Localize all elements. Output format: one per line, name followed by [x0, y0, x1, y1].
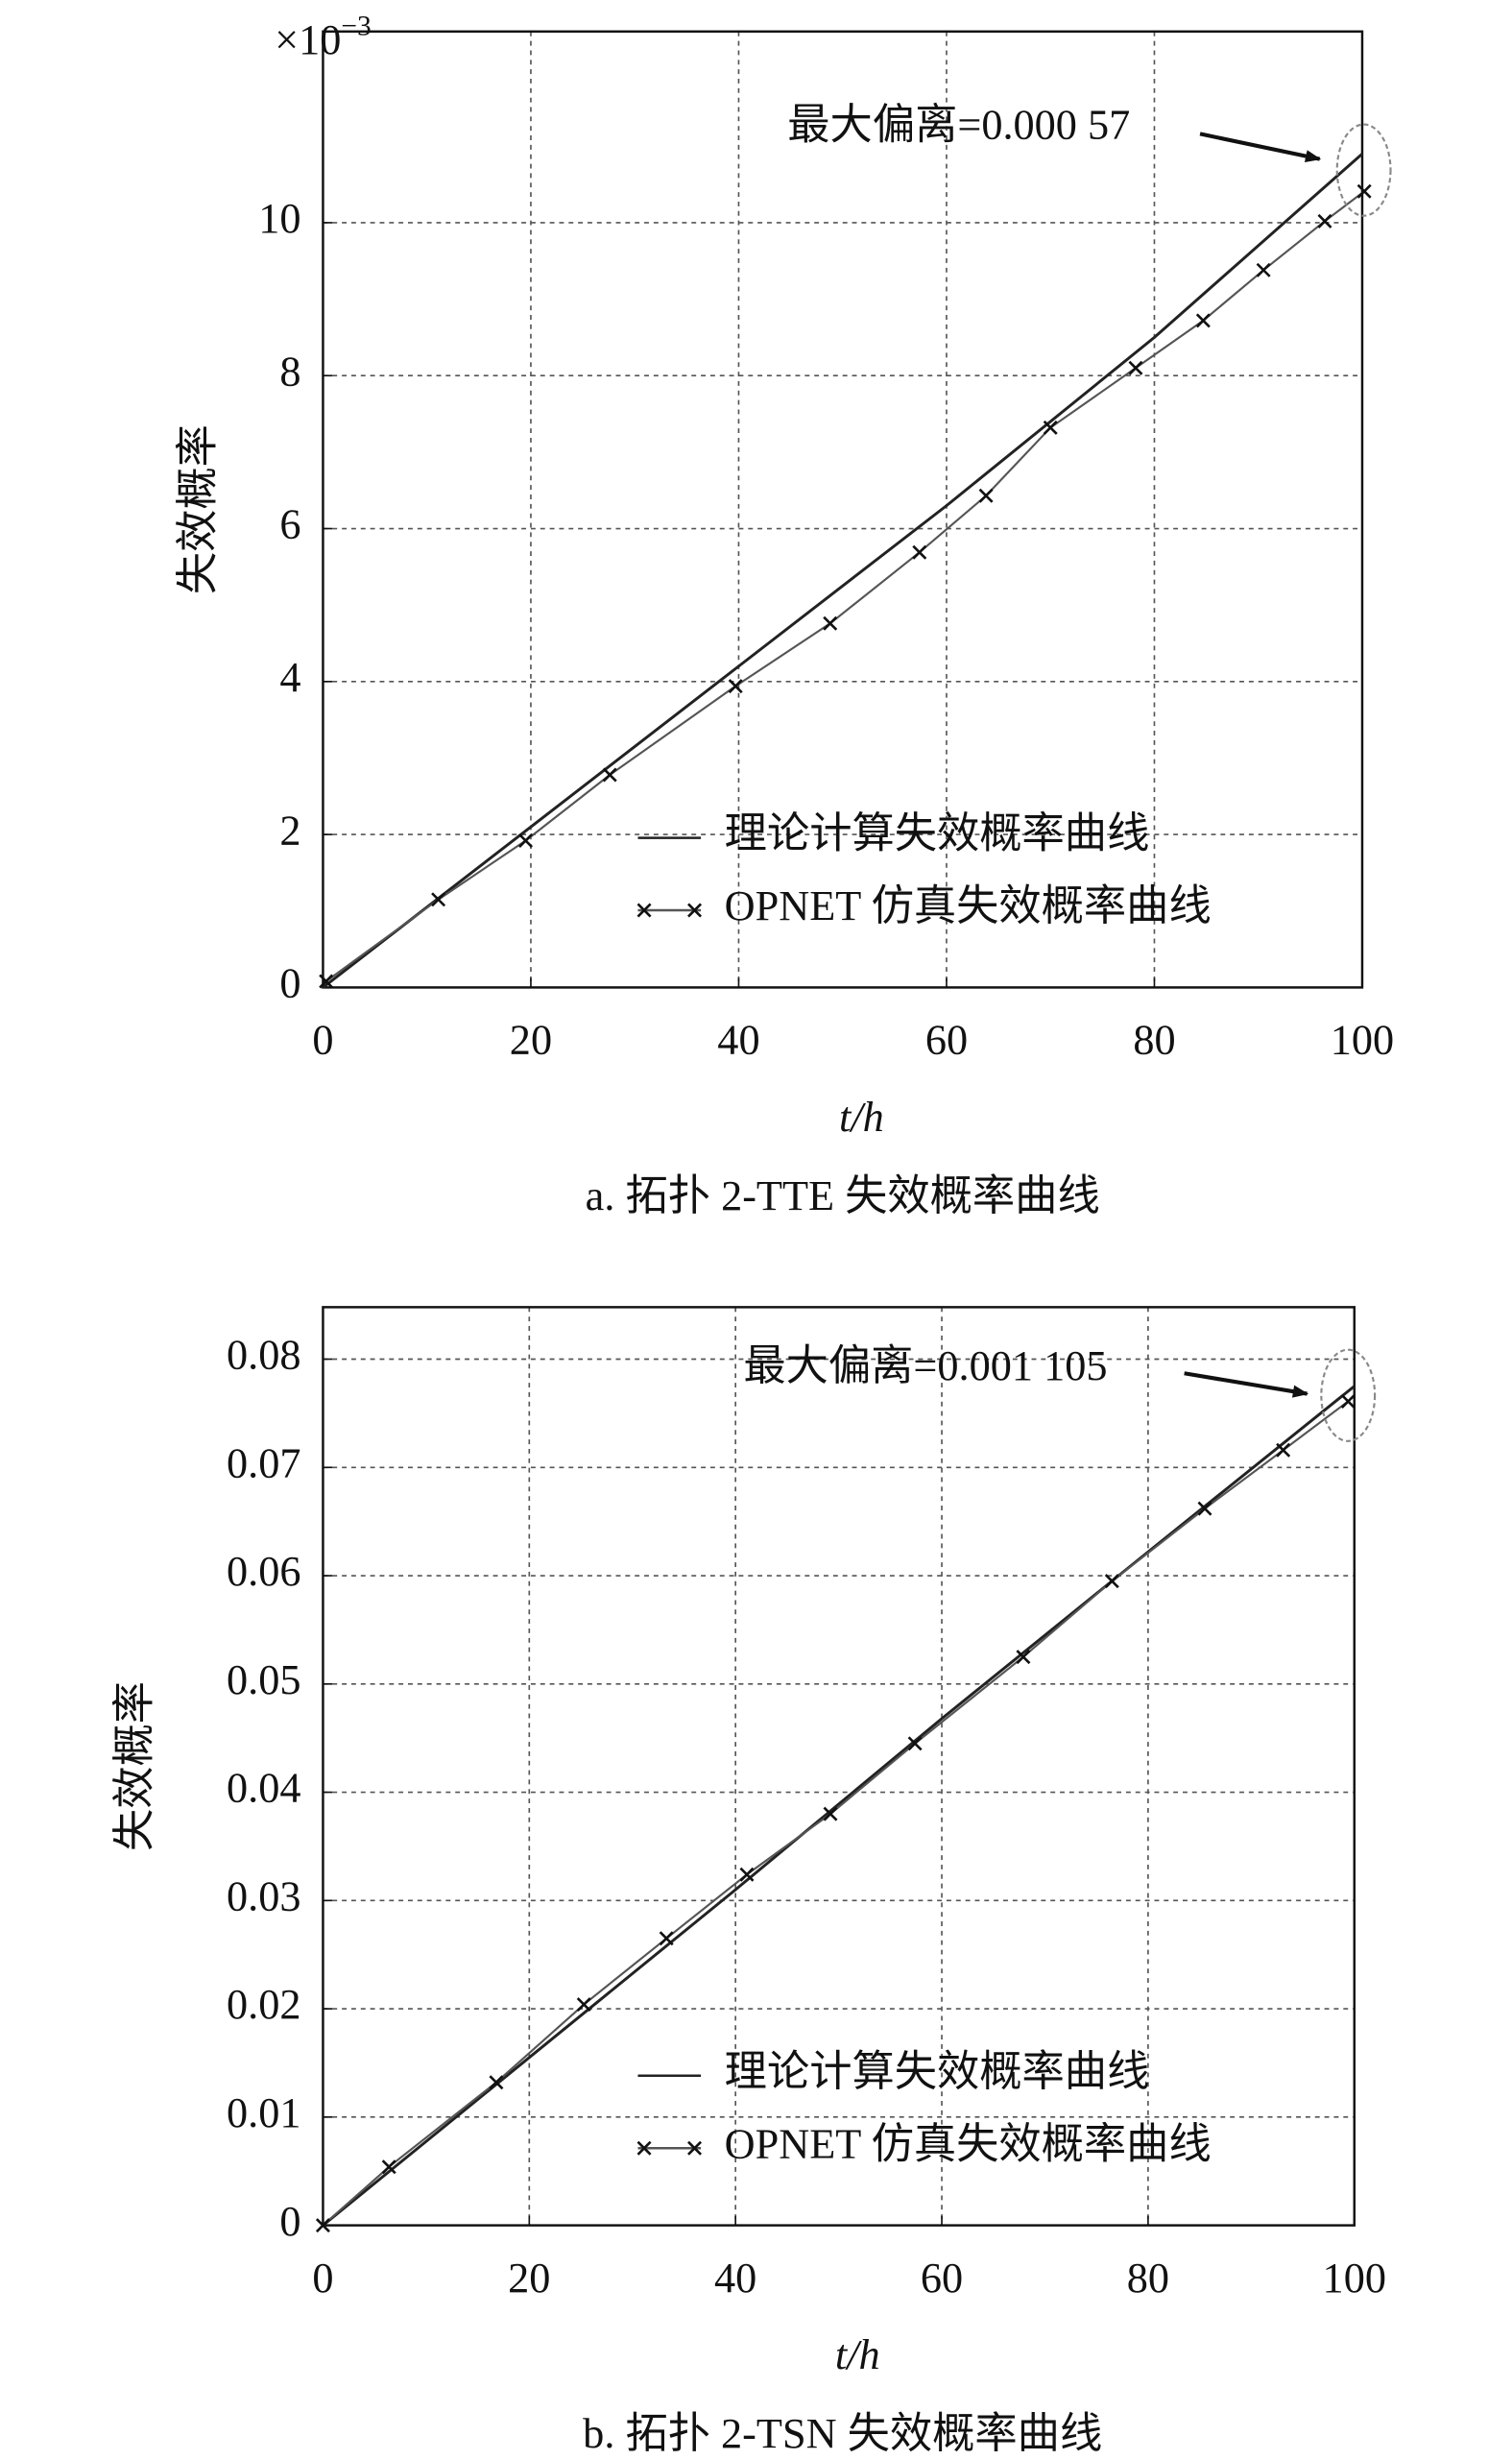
y-tick-label: 10: [258, 195, 300, 242]
y-tick-label: 0.02: [227, 1981, 300, 2028]
data-point: [1356, 183, 1372, 199]
legend-marker: [636, 903, 652, 918]
series-line: [325, 190, 1365, 982]
x-tick-label: 40: [714, 2255, 756, 2302]
y-tick-label: 0.01: [227, 2089, 300, 2136]
legend-label: 理论计算失效概率曲线: [725, 810, 1150, 857]
data-point: [319, 974, 334, 989]
x-axis-label: t/h: [839, 1094, 884, 1141]
caption: b. 拓扑 2-TSN 失效概率曲线: [583, 2410, 1102, 2457]
x-tick-label: 40: [717, 1017, 759, 1064]
data-point: [1104, 1574, 1119, 1589]
data-point: [823, 615, 838, 631]
y-axis-label: 失效概率: [174, 424, 221, 594]
annotation-arrow: [1184, 1371, 1309, 1398]
annotation-arrow: [1199, 132, 1322, 163]
y-multiplier-exponent: −3: [341, 11, 371, 41]
legend-marker: [687, 2140, 703, 2156]
plot-frame: [322, 1306, 1356, 2227]
data-point: [518, 832, 534, 848]
highlight-ellipse: [1320, 1348, 1377, 1442]
data-point: [659, 1931, 674, 1946]
data-point: [1276, 1442, 1291, 1458]
legend-marker: [687, 903, 703, 918]
data-point: [823, 1806, 838, 1821]
data-point: [576, 1997, 591, 2013]
y-tick-label: 0.04: [227, 1765, 300, 1812]
x-tick-label: 100: [1323, 2255, 1386, 2302]
x-tick-label: 80: [1127, 2255, 1169, 2302]
y-tick-label: 0.05: [227, 1656, 300, 1703]
data-point: [1016, 1650, 1031, 1665]
series-line: [322, 153, 1363, 989]
data-point: [1128, 360, 1143, 375]
legend-label: OPNET 仿真失效概率曲线: [725, 882, 1212, 929]
y-tick-label: 0.07: [227, 1439, 300, 1486]
y-axis-label: 失效概率: [111, 1681, 158, 1851]
x-tick-label: 0: [312, 1017, 333, 1064]
data-point: [1340, 1393, 1356, 1409]
caption: a. 拓扑 2-TTE 失效概率曲线: [586, 1172, 1100, 1219]
legend-label: OPNET 仿真失效概率曲线: [725, 2120, 1212, 2167]
annotation: 最大偏离=0.000 57: [787, 102, 1130, 149]
data-point: [602, 767, 617, 783]
y-tick-label: 0.03: [227, 1872, 300, 1919]
y-tick-label: 4: [279, 654, 300, 701]
y-tick-label: 0.06: [227, 1548, 300, 1595]
x-tick-label: 20: [510, 1017, 552, 1064]
data-point: [381, 2159, 396, 2175]
plot-frame: [322, 30, 1364, 989]
y-tick-label: 0.08: [227, 1332, 300, 1379]
x-axis-label: t/h: [835, 2331, 880, 2378]
y-tick-label: 8: [279, 348, 300, 395]
y-tick-label: 0: [279, 2198, 300, 2245]
data-point: [1195, 313, 1211, 328]
legend-marker: [636, 2140, 652, 2156]
x-tick-label: 80: [1133, 1017, 1175, 1064]
data-point: [1043, 420, 1058, 435]
legend-label: 理论计算失效概率曲线: [725, 2048, 1150, 2095]
x-tick-label: 100: [1331, 1017, 1394, 1064]
data-point: [489, 2075, 504, 2090]
y-tick-label: 6: [279, 501, 300, 548]
y-multiplier-base: ×10: [275, 16, 341, 63]
data-point: [315, 2218, 330, 2233]
highlight-ellipse: [1335, 123, 1392, 217]
x-tick-label: 60: [921, 2255, 963, 2302]
y-multiplier: ×10−3: [275, 11, 372, 63]
data-point: [1317, 213, 1332, 229]
x-tick-label: 20: [508, 2255, 550, 2302]
data-point: [907, 1736, 923, 1751]
data-point: [431, 892, 446, 907]
x-tick-label: 0: [312, 2255, 333, 2302]
y-tick-label: 2: [279, 807, 300, 854]
x-tick-label: 60: [925, 1017, 968, 1064]
annotation: 最大偏离=0.001 105: [743, 1342, 1107, 1389]
data-point: [728, 679, 743, 694]
y-tick-label: 0: [279, 960, 300, 1007]
data-point: [1197, 1501, 1212, 1516]
data-point: [978, 488, 994, 503]
data-point: [912, 544, 927, 560]
data-point: [739, 1867, 755, 1882]
data-point: [1256, 262, 1271, 277]
